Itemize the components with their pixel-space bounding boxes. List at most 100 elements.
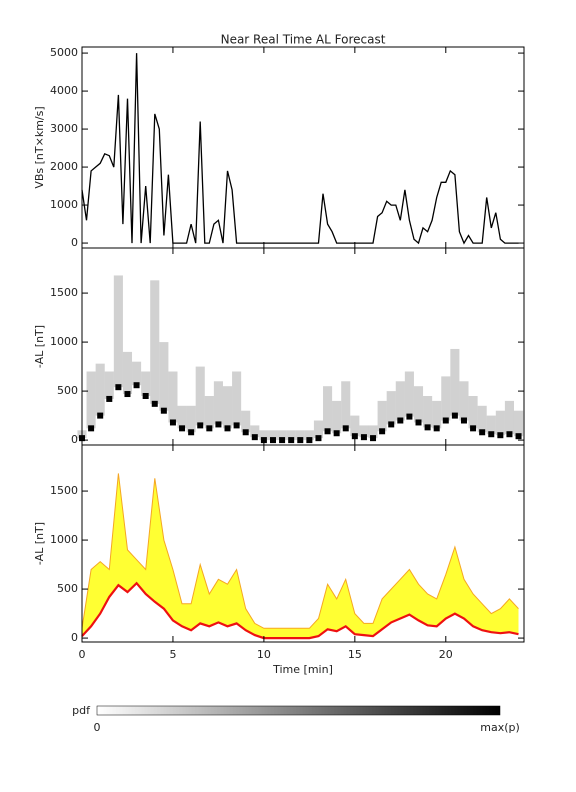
pdf-column — [232, 371, 242, 426]
pdf-peak — [188, 429, 195, 436]
pdf-column — [159, 342, 169, 411]
pdf-column — [150, 280, 160, 404]
y-axis-label: VBs [nT×km/s] — [33, 106, 46, 188]
pdf-peak — [269, 437, 276, 444]
pdf-column — [377, 400, 387, 432]
y-tick-label: 1000 — [50, 533, 78, 546]
pdf-peak — [351, 433, 358, 440]
x-axis-label: Time [min] — [272, 663, 333, 676]
pdf-peak — [470, 425, 477, 432]
y-tick-label: 1000 — [50, 198, 78, 211]
y-tick-label: 1500 — [50, 484, 78, 497]
pdf-column — [441, 376, 451, 421]
pdf-peak — [406, 413, 413, 420]
pdf-peak — [442, 417, 449, 424]
pdf-peak — [460, 417, 467, 424]
pdf-peak — [415, 419, 422, 426]
pdf-peak — [488, 431, 495, 438]
pdf-column — [486, 415, 496, 435]
pdf-column — [350, 415, 360, 437]
pdf-peak — [151, 400, 158, 407]
x-tick-label: 20 — [439, 648, 453, 661]
pdf-peak — [288, 437, 295, 444]
pdf-column — [204, 395, 214, 429]
y-axis-label: -AL [nT] — [33, 325, 46, 368]
pdf-peak — [179, 425, 186, 432]
pdf-peak — [233, 422, 240, 429]
pdf-peak — [115, 384, 122, 391]
pdf-peak — [360, 434, 367, 441]
colorbar-label: pdf — [72, 704, 91, 717]
pdf-column — [86, 371, 96, 429]
pdf-peak — [506, 431, 513, 438]
pdf-peak — [169, 419, 176, 426]
pdf-peak — [160, 407, 167, 414]
colorbar-min: 0 — [94, 721, 101, 734]
pdf-column — [250, 425, 260, 438]
y-tick-label: 1000 — [50, 335, 78, 348]
pdf-peak — [397, 417, 404, 424]
pdf-column — [195, 366, 205, 426]
y-tick-label: 0 — [71, 433, 78, 446]
pdf-peak — [497, 432, 504, 439]
pdf-column — [477, 405, 487, 433]
pdf-column — [413, 386, 424, 423]
y-axis-label: -AL [nT] — [33, 522, 46, 565]
chart-title: Near Real Time AL Forecast — [221, 33, 386, 47]
pdf-column — [268, 430, 278, 441]
pdf-peak — [297, 437, 304, 444]
pdf-peak — [142, 392, 149, 399]
pdf-column — [113, 275, 123, 388]
pdf-column — [295, 430, 305, 441]
pdf-peak — [515, 433, 522, 440]
pdf-column — [359, 425, 369, 438]
pdf-column — [104, 371, 114, 399]
pdf-peak — [88, 425, 95, 432]
pdf-column — [432, 400, 442, 429]
pdf-peak — [479, 429, 486, 436]
pdf-column — [132, 361, 142, 386]
y-tick-label: 500 — [57, 582, 78, 595]
forecast-band — [82, 473, 519, 639]
pdf-column — [259, 430, 269, 441]
pdf-peak — [433, 425, 440, 432]
pdf-peak — [251, 434, 258, 441]
pdf-column — [513, 410, 524, 437]
x-tick-label: 10 — [257, 648, 271, 661]
panel-frame — [81, 444, 525, 643]
pdf-peak — [333, 430, 340, 437]
y-tick-label: 0 — [71, 631, 78, 644]
pdf-column — [177, 405, 187, 429]
x-tick-label: 15 — [348, 648, 362, 661]
pdf-peak — [424, 424, 431, 431]
pdf-column — [277, 430, 287, 441]
pdf-peak — [451, 412, 458, 419]
pdf-column — [323, 386, 333, 432]
pdf-peak — [279, 437, 286, 444]
pdf-column — [122, 351, 133, 395]
pdf-peak — [224, 425, 231, 432]
pdf-column — [304, 430, 314, 441]
data-line — [81, 53, 519, 245]
y-tick-label: 5000 — [50, 46, 78, 59]
pdf-column — [341, 381, 351, 429]
x-tick-label: 0 — [79, 648, 86, 661]
pdf-peak — [306, 437, 313, 444]
pdf-peak — [315, 435, 322, 442]
y-tick-label: 0 — [71, 236, 78, 249]
pdf-column — [423, 395, 433, 428]
y-tick-label: 1500 — [50, 286, 78, 299]
pdf-column — [468, 395, 478, 429]
pdf-peak — [242, 429, 249, 436]
pdf-peak — [106, 395, 113, 402]
pdf-peak — [197, 422, 204, 429]
pdf-peak — [215, 421, 222, 428]
y-tick-label: 2000 — [50, 160, 78, 173]
pdf-peak — [124, 391, 131, 398]
pdf-peak — [388, 421, 395, 428]
pdf-column — [386, 391, 396, 425]
pdf-column — [241, 410, 251, 433]
upper-line — [81, 473, 519, 629]
pdf-column — [395, 381, 405, 421]
